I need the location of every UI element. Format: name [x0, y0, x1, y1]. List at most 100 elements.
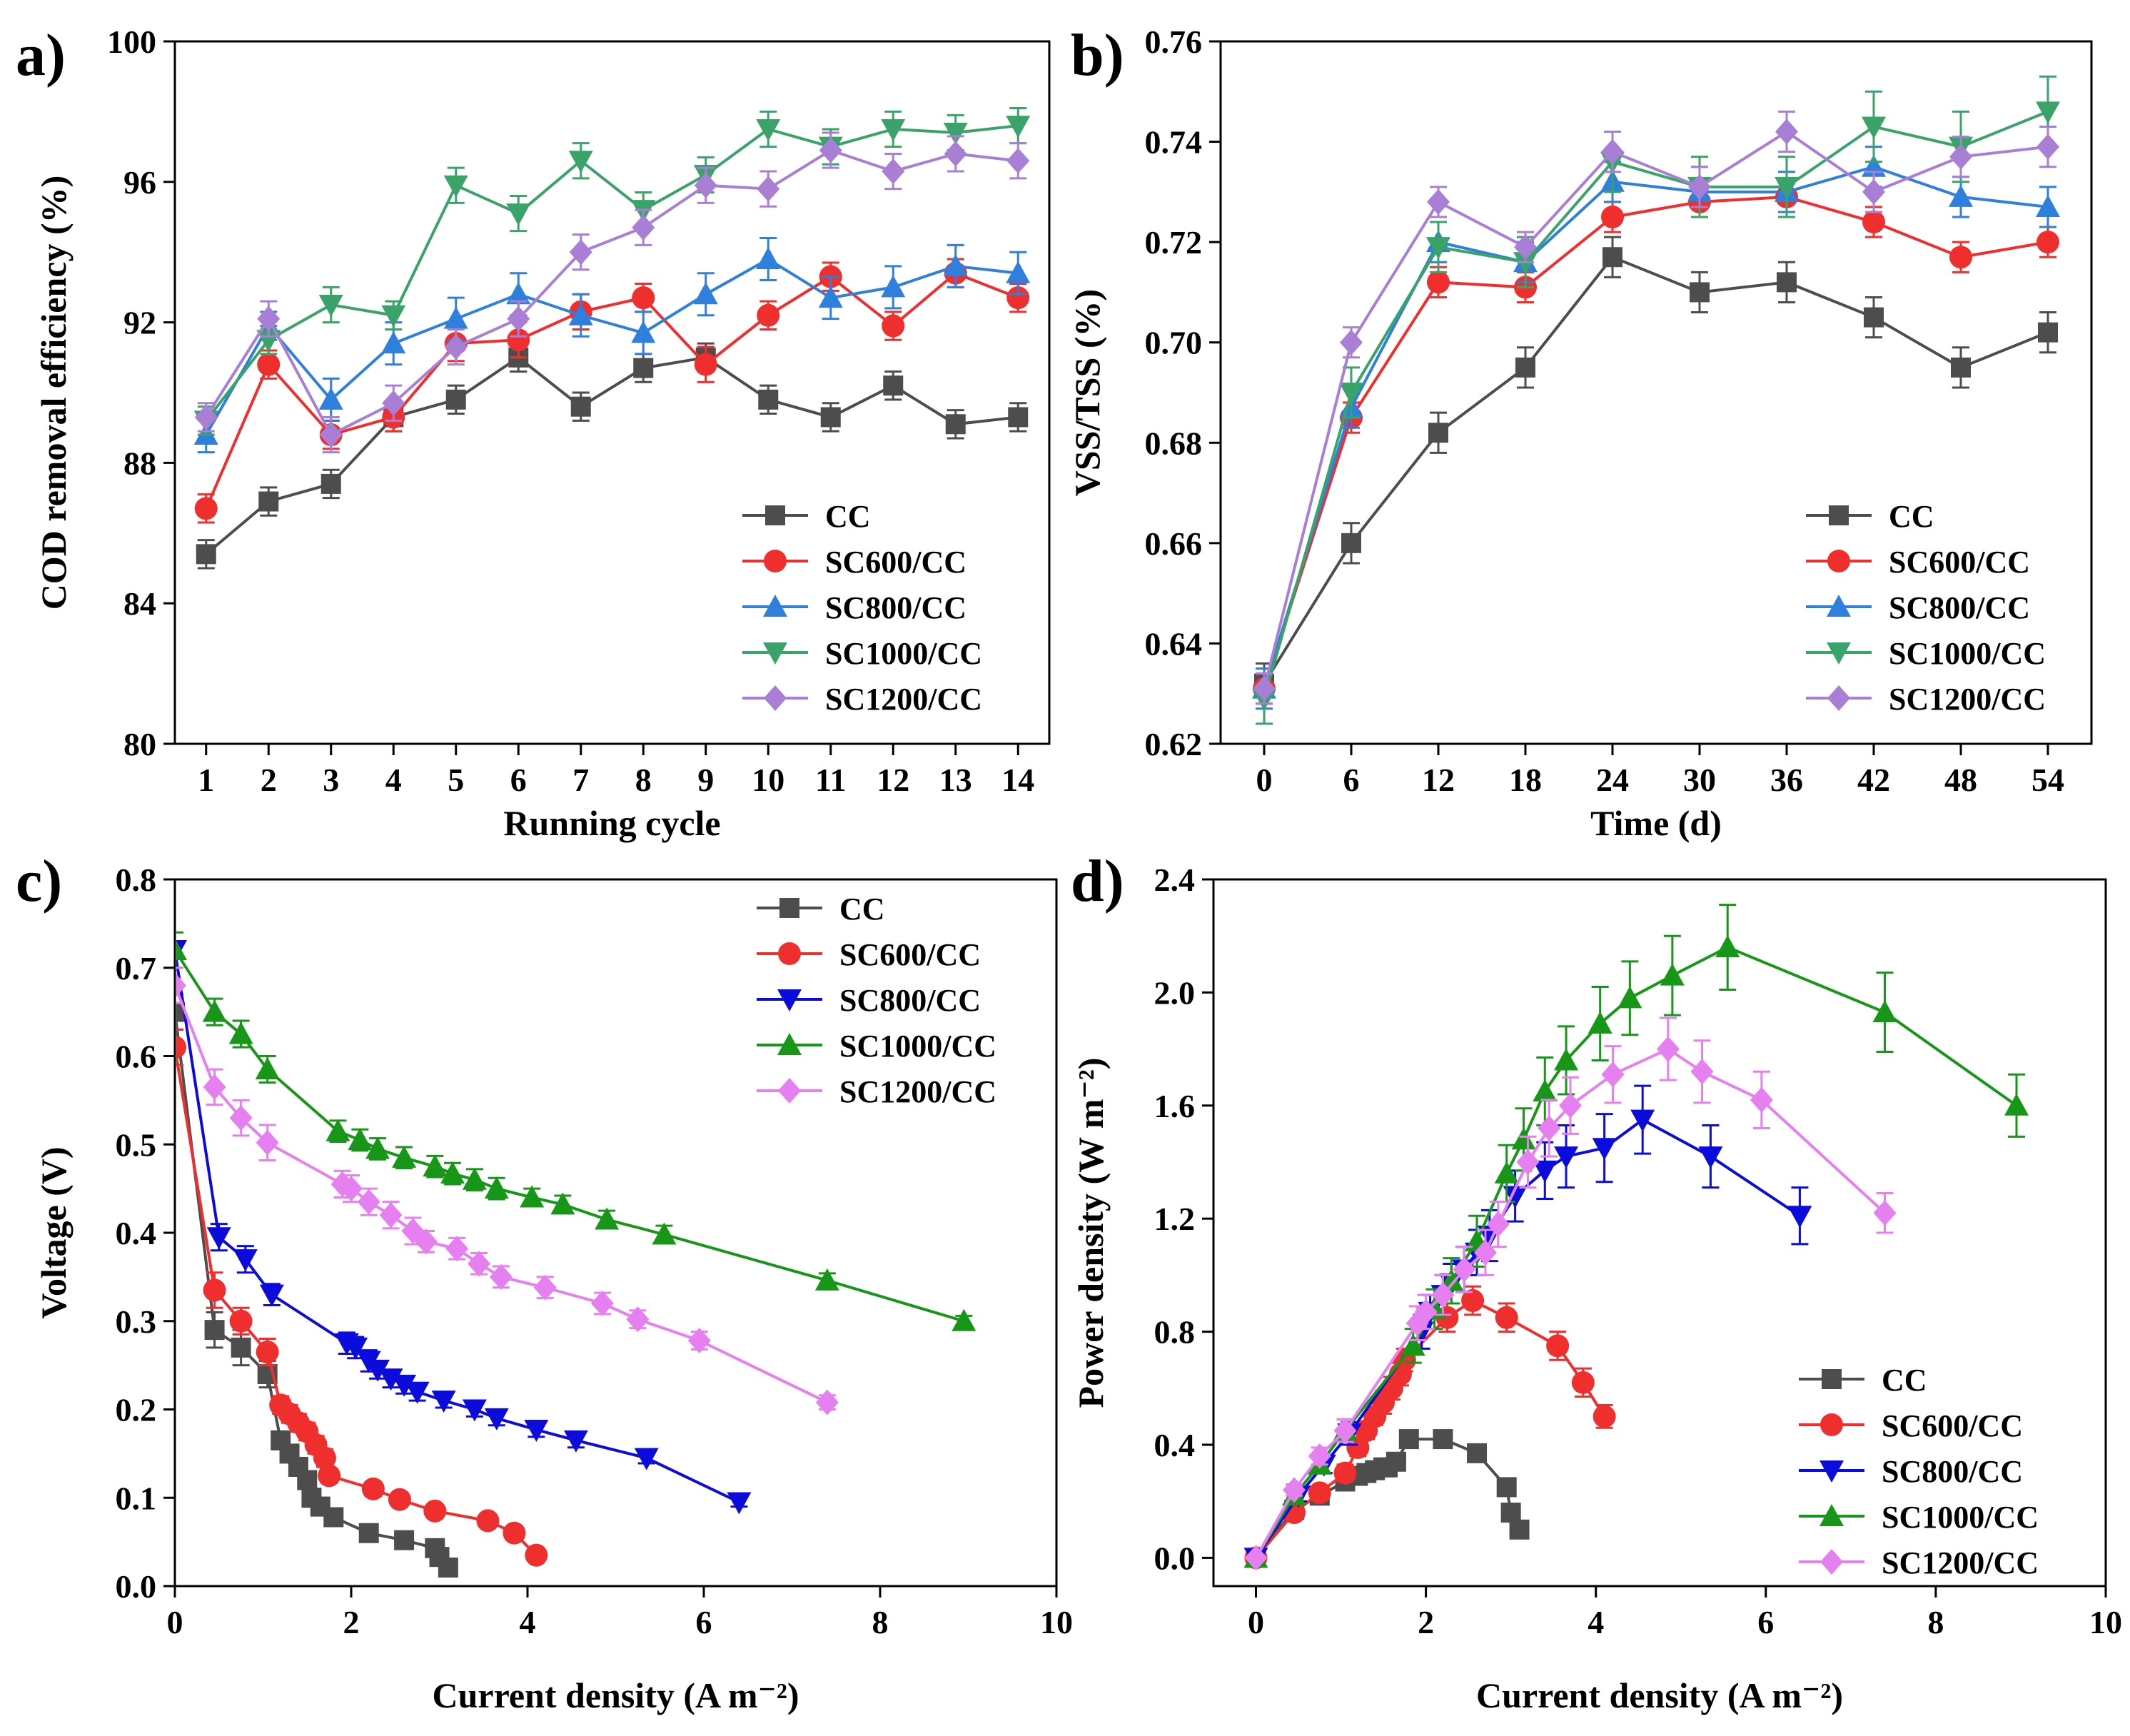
data-point [348, 1128, 373, 1151]
data-point [943, 253, 968, 276]
data-point [631, 321, 656, 343]
data-point [1509, 1519, 1530, 1540]
data-point [570, 396, 591, 417]
x-tick-label: 30 [1683, 762, 1716, 798]
data-point [1496, 1477, 1517, 1498]
data-point [361, 1477, 385, 1500]
legend-label: SC800/CC [825, 590, 966, 625]
data-point [259, 1284, 284, 1307]
data-point [445, 1236, 469, 1262]
data-point [1308, 1481, 1331, 1505]
x-tick-label: 4 [520, 1604, 536, 1640]
y-tick-label: 92 [123, 305, 156, 341]
data-point [318, 1464, 341, 1488]
x-tick-label: 6 [1757, 1604, 1774, 1640]
x-tick-label: 9 [697, 762, 714, 798]
data-point [228, 1021, 253, 1044]
data-point [1431, 1282, 1455, 1308]
data-area [176, 931, 976, 1578]
data-point [818, 286, 843, 308]
data-point [231, 1337, 251, 1358]
data-point [423, 1154, 448, 1177]
legend-marker [777, 1033, 802, 1055]
data-point [1601, 138, 1624, 165]
series-line [1263, 130, 2049, 690]
data-point [1601, 1061, 1625, 1088]
data-point [694, 172, 717, 198]
y-tick-label: 1.2 [1154, 1201, 1196, 1237]
legend-marker [1820, 1413, 1843, 1436]
legend-marker [764, 685, 787, 711]
data-point [1006, 116, 1031, 138]
data-point [313, 1446, 336, 1470]
data-point [881, 275, 906, 298]
data-point [1864, 307, 1884, 328]
data-point [1559, 1092, 1582, 1119]
y-tick-label: 0.0 [116, 1568, 157, 1605]
data-point [340, 1176, 363, 1202]
series-sc1000-cc [1252, 75, 2060, 725]
data-point [357, 1189, 380, 1215]
legend-label: SC1000/CC [839, 1029, 996, 1064]
legend-label: SC1000/CC [825, 636, 982, 671]
data-point [757, 303, 780, 327]
data-point [727, 1492, 752, 1515]
y-tick-label: 0.6 [116, 1039, 157, 1075]
data-point [1777, 272, 1797, 293]
data-point [257, 306, 281, 332]
series-line [205, 355, 1019, 555]
data-point [388, 1488, 411, 1511]
data-point [756, 119, 781, 141]
data-point [462, 1167, 487, 1190]
series-cc [196, 342, 1029, 570]
data-point [489, 1263, 513, 1290]
series-sc1200-cc [176, 967, 839, 1415]
data-point [1414, 1298, 1438, 1325]
data-point [563, 1430, 588, 1453]
panel-c: c) 0 2 4 6 8 10 0.0 0.1 0.2 0.3 0.4 0.5 0.6 0.7 0.8 Curr… [16, 848, 1073, 1715]
data-point [462, 1399, 487, 1422]
series-line [205, 257, 1019, 436]
y-axis-title: Power density (W m⁻²) [1071, 1058, 1111, 1408]
data-point [506, 203, 531, 226]
data-point [2036, 231, 2059, 254]
data-point [484, 1408, 509, 1430]
legend-label: SC600/CC [839, 937, 981, 972]
plot-frame [1219, 40, 2093, 745]
data-point [633, 358, 654, 378]
y-tick-label: 0.74 [1145, 124, 1203, 161]
data-point [382, 390, 405, 416]
data-point [694, 353, 717, 376]
data-point [1949, 246, 1972, 269]
x-tick-label: 8 [1927, 1604, 1944, 1640]
y-axis-title: VSS/TSS (%) [1067, 289, 1107, 496]
y-tick-label: 80 [123, 726, 156, 762]
data-point [318, 387, 343, 410]
y-axis-title: COD removal efficiency (%) [34, 176, 74, 610]
legend-marker [1827, 642, 1851, 665]
data-point [445, 389, 466, 410]
data-point [358, 1523, 379, 1543]
y-tick-label: 0.72 [1145, 224, 1203, 261]
x-tick-label: 4 [385, 762, 402, 798]
data-point [882, 314, 905, 338]
data-point [392, 1145, 417, 1168]
y-tick-label: 96 [123, 164, 156, 201]
data-point [1494, 1161, 1519, 1184]
x-tick-label: 36 [1770, 762, 1803, 798]
data-point [1244, 1545, 1268, 1571]
legend-marker [1827, 595, 1851, 617]
legend-marker [1827, 550, 1850, 572]
legend-marker [764, 550, 787, 572]
legend-label: SC1200/CC [1882, 1545, 2039, 1580]
data-point [194, 404, 218, 430]
y-tick-label: 0.1 [116, 1480, 157, 1516]
data-point [1006, 286, 1030, 310]
data-point [1333, 1418, 1357, 1444]
data-point [757, 176, 780, 202]
x-axis-title: Time (d) [1590, 803, 1722, 843]
data-point [632, 214, 655, 241]
data-point [1715, 935, 1740, 958]
legend-label: SC800/CC [839, 983, 981, 1018]
data-point [1588, 1011, 1612, 1034]
